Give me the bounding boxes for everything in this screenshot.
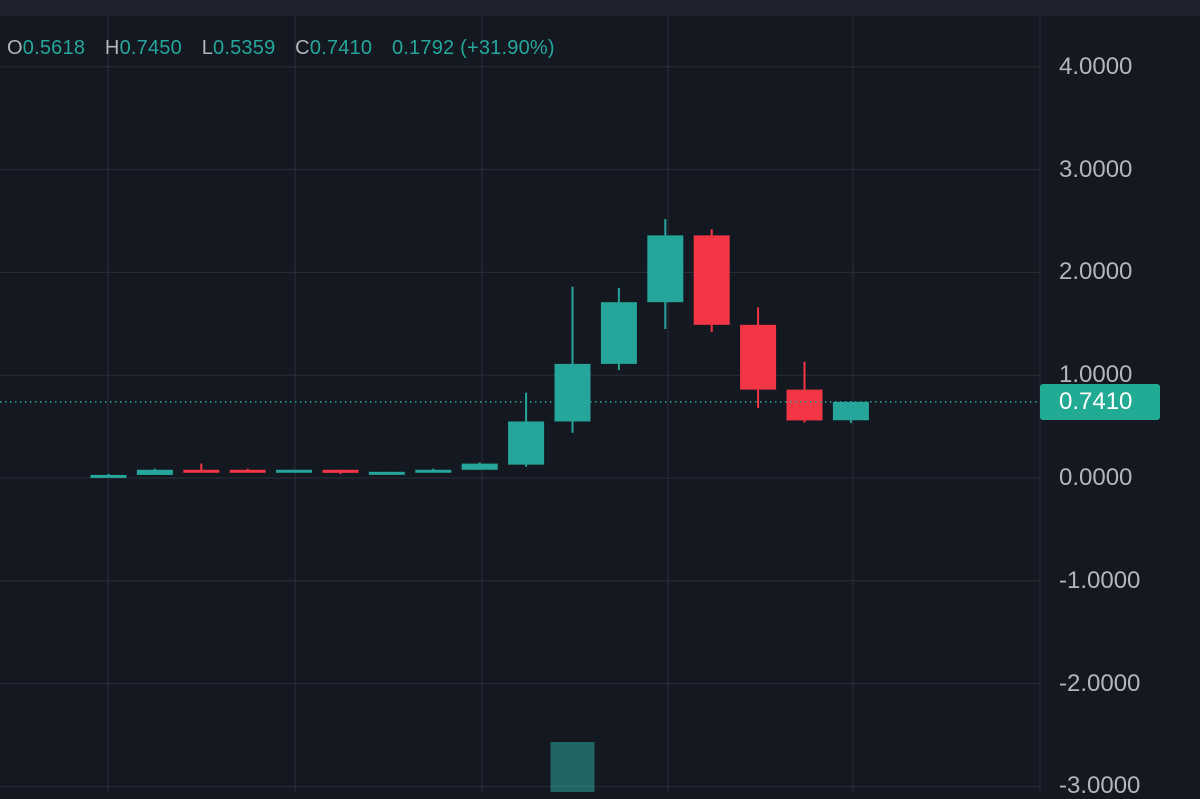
- candle-body: [786, 389, 823, 421]
- price-tick-label: 0.0000: [1059, 464, 1133, 491]
- open-value: 0.5618: [22, 37, 86, 59]
- price-tick-label: 1.0000: [1059, 361, 1133, 389]
- candle-up: [461, 462, 498, 470]
- candle-body: [647, 235, 684, 303]
- candle-body: [554, 363, 591, 422]
- candle-body: [276, 469, 313, 473]
- close-key: C: [295, 37, 310, 59]
- candle-body: [693, 235, 730, 325]
- candle-body: [508, 421, 545, 465]
- candle-down: [693, 229, 730, 333]
- candle-body: [229, 469, 266, 473]
- candle-down: [183, 463, 220, 473]
- price-tick-label: 4.0000: [1059, 52, 1133, 80]
- vertical-gridlines: [107, 16, 854, 792]
- price-tick-label: -2.0000: [1059, 669, 1141, 697]
- candle-body: [183, 469, 220, 473]
- close-value: 0.7410: [309, 37, 373, 59]
- volume-bars: [550, 742, 595, 792]
- open-key: O: [7, 37, 23, 59]
- price-axis[interactable]: 4.0000 3.0000 2.0000 1.0000 0.0000 -1.0000 -2.…: [1040, 0, 1200, 798]
- candle-body: [600, 302, 637, 364]
- candle-body: [740, 324, 777, 390]
- candle-body: [461, 463, 498, 470]
- price-tick-label: -3.0000: [1059, 772, 1141, 799]
- candle-body: [415, 469, 452, 473]
- candle-body: [90, 474, 127, 478]
- low-key: L: [201, 37, 214, 59]
- candle-up: [276, 469, 313, 473]
- change-value: 0.1792 (+31.90%): [391, 37, 555, 59]
- candle-up: [508, 392, 545, 467]
- candle-up: [647, 218, 684, 329]
- candle-down: [740, 307, 777, 409]
- top-toolbar-strip: [0, 0, 1200, 16]
- candles: [90, 218, 869, 478]
- candle-up: [90, 473, 127, 478]
- candle-up: [554, 286, 591, 433]
- candle-down: [229, 468, 266, 473]
- ohlc-legend: O0.5618 H0.7450 L0.5359 C0.7410 0.1792 (…: [7, 37, 555, 60]
- candle-up: [368, 471, 405, 475]
- candle-up: [415, 468, 452, 473]
- low-value: 0.5359: [213, 37, 276, 59]
- price-tick-label: 2.0000: [1059, 258, 1133, 286]
- high-key: H: [104, 37, 120, 59]
- high-value: 0.7450: [119, 37, 182, 59]
- candle-body: [322, 469, 359, 473]
- candle-body: [136, 469, 173, 475]
- candle-up: [600, 287, 637, 371]
- candle-body: [368, 471, 405, 475]
- candle-down: [786, 361, 823, 423]
- candle-body: [832, 401, 869, 421]
- price-tick-label: 3.0000: [1059, 155, 1133, 183]
- price-tick-label: -1.0000: [1059, 566, 1141, 594]
- candle-up: [832, 401, 869, 423]
- last-price-tag: 0.7410: [1040, 383, 1160, 420]
- candle-up: [136, 468, 173, 475]
- horizontal-gridlines: [0, 66, 1040, 787]
- candle-down: [322, 469, 359, 474]
- volume-bar: [550, 742, 595, 792]
